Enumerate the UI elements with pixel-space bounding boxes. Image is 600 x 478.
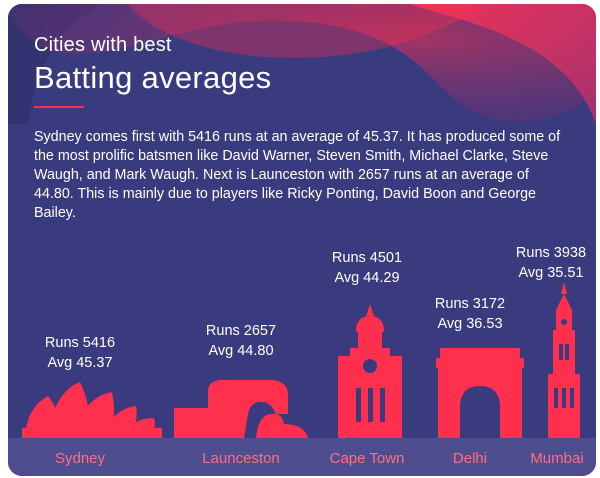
city-label-cape-town: Cape Town [330,450,405,467]
city-label-delhi: Delhi [453,450,487,467]
city-skyline-chart: Runs 5416 Avg 45.37 Runs 2657 Avg 44.80 … [8,245,596,476]
title-underline [34,106,84,108]
avg-label-mumbai: Avg 35.51 [518,265,583,281]
avg-label-sydney: Avg 45.37 [47,355,112,371]
avg-label-cape-town: Avg 44.29 [334,270,399,286]
ground-strip [8,438,596,476]
decor-crescent-inner [128,4,488,59]
runs-label-mumbai: Runs 3938 [516,245,586,261]
decor-swoosh [8,4,596,123]
avg-label-delhi: Avg 36.53 [437,316,502,332]
launceston-landmark-icon [174,380,308,438]
runs-label-delhi: Runs 3172 [435,296,505,312]
page-title: Batting averages [34,60,272,95]
city-label-sydney: Sydney [55,450,106,467]
runs-label-cape-town: Runs 4501 [332,250,402,266]
decor-crescent [408,4,596,124]
city-label-launceston: Launceston [202,450,280,467]
infographic-card: Cities with best Batting averages Sydney… [8,4,596,476]
india-gate-icon [436,348,524,438]
subtitle: Cities with best [34,34,172,56]
description-text: Sydney comes first with 5416 runs at an … [34,129,561,221]
rajabai-clock-tower-icon [548,282,580,438]
runs-label-launceston: Runs 2657 [206,323,276,339]
sydney-opera-house-icon [22,382,162,438]
cape-town-city-hall-icon [338,304,402,438]
runs-label-sydney: Runs 5416 [45,335,115,351]
city-label-mumbai: Mumbai [530,450,583,467]
avg-label-launceston: Avg 44.80 [208,343,273,359]
